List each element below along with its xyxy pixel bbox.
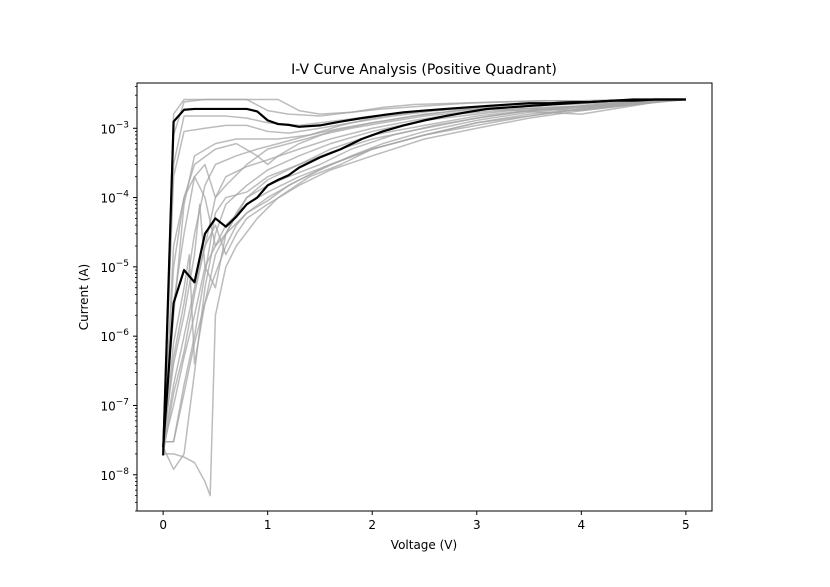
y-tick-label: 10−8 (100, 467, 129, 483)
highlight-series-group (162, 98, 686, 456)
x-tick-label: 0 (159, 518, 167, 532)
highlight-series-line-2 (162, 98, 686, 448)
y-axis-label: Current (A) (77, 264, 91, 330)
x-tick-label: 5 (682, 518, 690, 532)
x-tick-label: 3 (473, 518, 481, 532)
y-tick-label: 10−6 (100, 328, 129, 344)
background-series-line-11 (163, 98, 686, 443)
background-series-line-8 (162, 98, 686, 471)
y-tick-label: 10−4 (100, 190, 129, 206)
x-axis-label: Voltage (V) (391, 538, 457, 552)
y-tick-label: 10−5 (100, 259, 129, 275)
background-series-line-6 (162, 98, 686, 448)
plot-frame (136, 82, 713, 512)
y-axis: 10−8 10−7 10−6 10−5 10−4 10−3 (100, 86, 137, 512)
x-tick-label: 1 (264, 518, 272, 532)
background-series-group (162, 98, 686, 497)
background-series-line-7 (162, 98, 686, 455)
x-tick-label: 4 (577, 518, 585, 532)
background-series-line-2 (162, 98, 686, 448)
x-axis: 0 1 2 3 4 5 (159, 511, 690, 532)
background-series-line-10 (163, 98, 686, 497)
background-series-line-18 (162, 98, 686, 448)
background-series-line-14 (162, 98, 686, 448)
x-tick-label: 2 (368, 518, 376, 532)
y-tick-label: 10−7 (100, 397, 129, 413)
chart-title: I-V Curve Analysis (Positive Quadrant) (291, 62, 557, 78)
y-tick-label: 10−3 (100, 120, 129, 136)
